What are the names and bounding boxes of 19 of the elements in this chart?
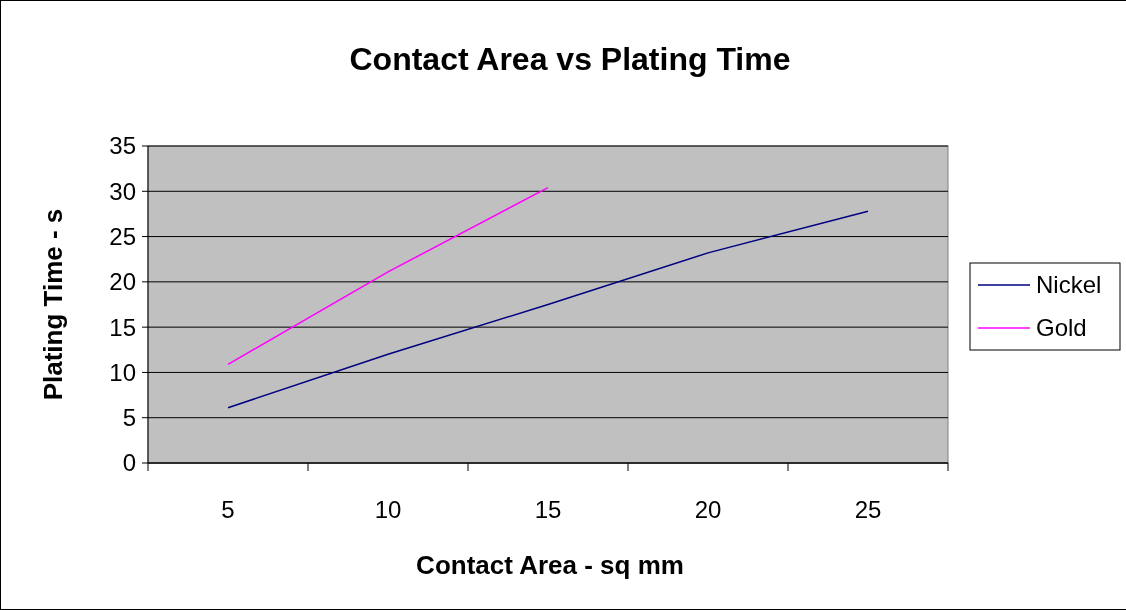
x-tick-label: 25 [854,496,882,523]
x-tick-label: 5 [221,496,235,523]
y-axis-title: Plating Time - s [38,208,68,401]
y-tick-label: 15 [109,313,136,341]
y-tick-label: 20 [109,268,136,296]
x-tick-label: 15 [534,496,562,523]
y-tick-label: 25 [109,222,136,250]
x-axis-title: Contact Area - sq mm [416,550,684,580]
y-tick-label: 0 [122,449,136,477]
x-tick-label: 10 [374,496,402,523]
chart-title: Contact Area vs Plating Time [349,41,791,77]
y-tick-label: 10 [109,358,136,386]
y-tick-label: 30 [109,177,136,205]
line-series [227,210,869,409]
legend-label: Gold [1036,314,1087,342]
y-tick-label: 35 [109,132,136,160]
x-tick-label: 20 [694,496,722,523]
legend-label: Nickel [1036,271,1102,299]
y-tick-label: 5 [122,404,136,432]
